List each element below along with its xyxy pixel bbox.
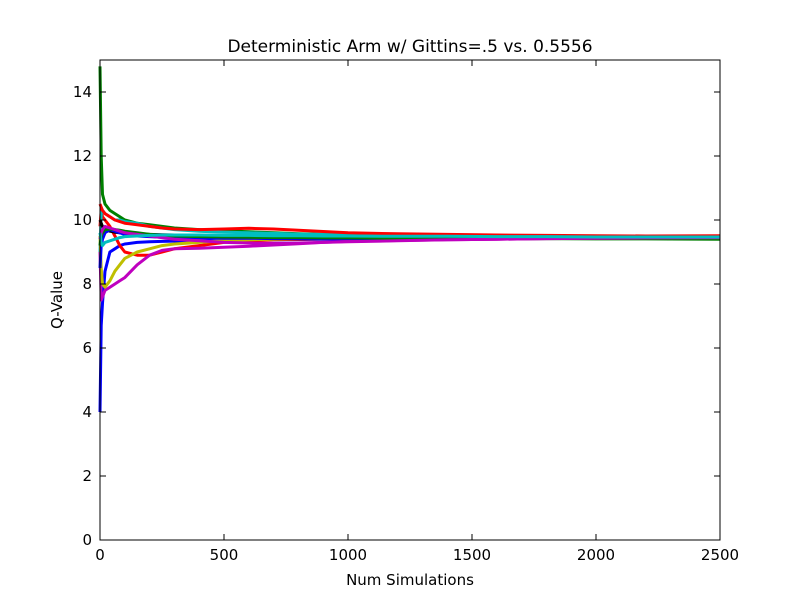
y-tick-label: 4	[82, 403, 92, 421]
series-line-11	[98, 224, 721, 245]
x-tick-label: 500	[210, 546, 239, 564]
y-tick-label: 12	[73, 147, 92, 165]
x-tick-label: 2500	[701, 546, 739, 564]
y-tick-label: 6	[82, 339, 92, 357]
x-tick-label: 1500	[453, 546, 491, 564]
x-tick-label: 0	[95, 546, 105, 564]
y-tick-label: 10	[73, 211, 92, 229]
x-tick-label: 1000	[329, 546, 367, 564]
series-line-5	[98, 236, 720, 302]
x-tick-label: 2000	[577, 546, 615, 564]
plot-frame	[99, 59, 721, 541]
series-line-12	[98, 232, 720, 248]
y-axis-label: Q-Value	[48, 271, 66, 329]
series-line-9	[98, 203, 720, 238]
series-line-6	[98, 234, 720, 289]
y-tick-label: 14	[73, 83, 92, 101]
x-axis-label: Num Simulations	[346, 571, 474, 589]
y-tick-label: 8	[82, 275, 92, 293]
chart-title: Deterministic Arm w/ Gittins=.5 vs. 0.55…	[227, 37, 592, 57]
y-tick-label: 0	[82, 531, 92, 549]
series-line-2	[98, 66, 721, 241]
series-line-1	[98, 235, 720, 413]
y-tick-label: 2	[82, 467, 92, 485]
series-layer	[98, 66, 721, 413]
ticks-layer: 0 500 1000 1500 2000 2500 0 2 4 6 8 10 12 14	[73, 60, 739, 564]
